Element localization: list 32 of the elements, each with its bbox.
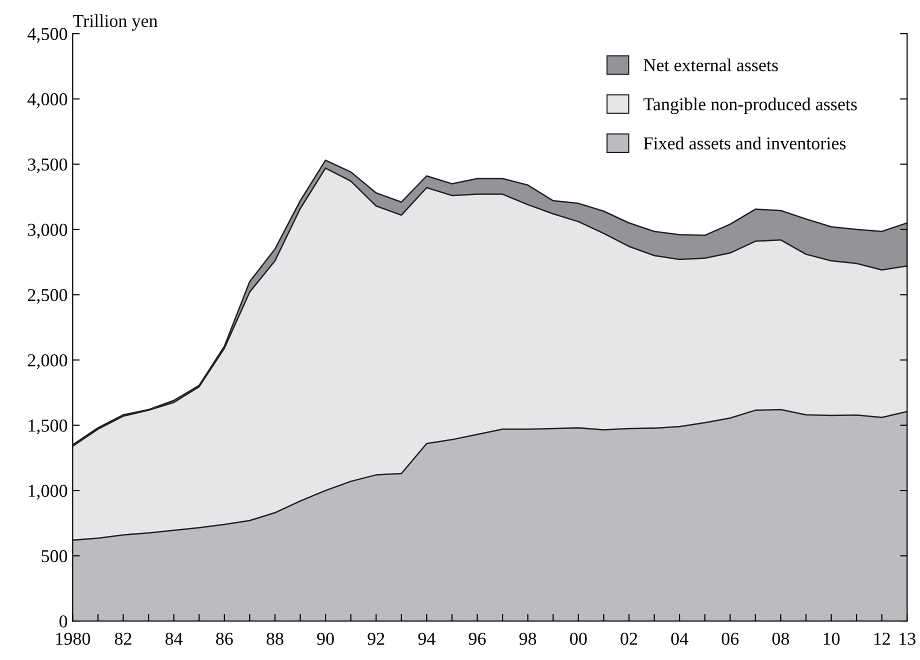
x-tick-label: 94: [418, 632, 436, 645]
y-tick-label: 2,500: [28, 288, 68, 304]
x-tick-label: 10: [824, 632, 840, 645]
y-tick-label: 3,500: [28, 158, 68, 174]
y-tick-label: 4,000: [28, 93, 68, 108]
x-tick-label: 96: [468, 632, 486, 645]
x-tick-label: 92: [368, 632, 384, 645]
x-tick-label: 86: [216, 632, 233, 645]
legend-label: Tangible non-produced assets: [643, 98, 857, 114]
x-tick-label: 98: [519, 632, 536, 645]
y-tick-label: 3,000: [28, 224, 68, 238]
x-tick-label: 00: [570, 632, 587, 645]
x-tick-label: 02: [620, 632, 638, 645]
x-tick-label: 08: [772, 632, 790, 645]
legend-label: Net external assets: [644, 58, 778, 72]
x-tick-label: 90: [317, 632, 334, 645]
y-tick-label: 500: [42, 550, 68, 562]
y-tick-label: 1,500: [28, 420, 68, 434]
legend-label: Fixed assets and inventories: [644, 136, 846, 150]
y-tick-label: 4,500: [28, 28, 68, 43]
x-tick-label: 84: [165, 632, 183, 645]
y-tick-label: 0: [59, 615, 68, 628]
y-tick-label: 2,000: [28, 354, 68, 370]
y-axis-title: Trillion yen: [73, 14, 158, 31]
x-tick-label: 1980: [56, 632, 90, 645]
x-tick-label: 06: [722, 632, 739, 645]
y-tick-label: 1,000: [28, 484, 68, 500]
x-tick-label: 82: [114, 632, 132, 645]
x-tick-label: 13: [900, 632, 916, 645]
x-tick-label: 04: [671, 632, 688, 645]
x-tick-label: 88: [266, 632, 284, 645]
x-tick-label: 12: [874, 632, 890, 645]
